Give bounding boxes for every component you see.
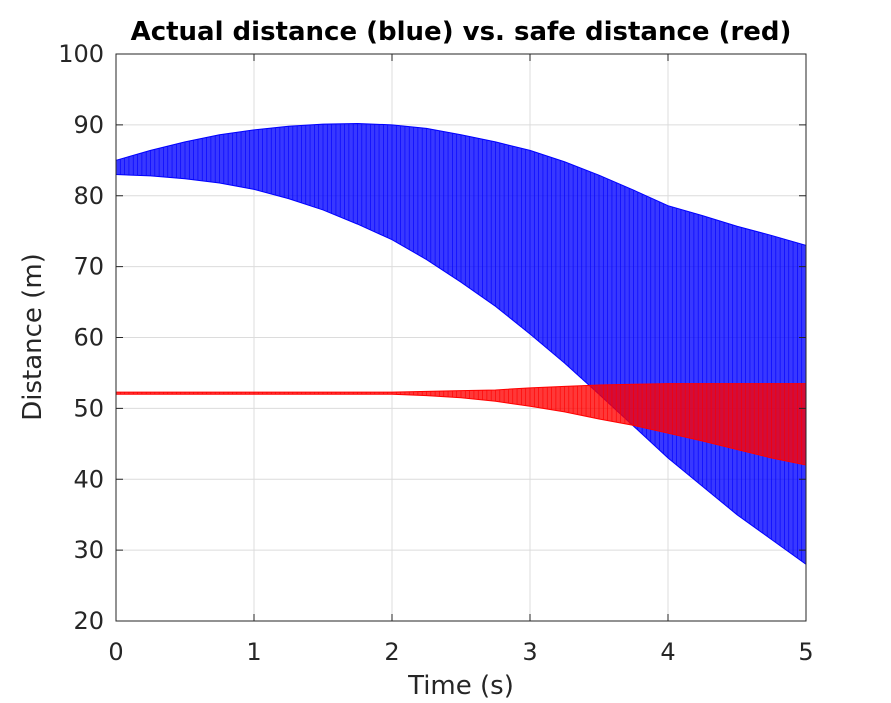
x-tick-label: 4 (660, 638, 675, 666)
x-tick-label: 1 (246, 638, 261, 666)
chart-title: Actual distance (blue) vs. safe distance… (131, 17, 792, 47)
y-tick-label: 90 (73, 111, 104, 139)
x-axis-label: Time (s) (407, 671, 514, 701)
y-tick-label: 40 (73, 465, 104, 493)
y-tick-label: 80 (73, 182, 104, 210)
series-layer (115, 122, 807, 566)
x-tick-label: 3 (522, 638, 537, 666)
y-tick-label: 50 (73, 394, 104, 422)
series-band-0 (115, 122, 807, 566)
y-tick-label: 60 (73, 324, 104, 352)
series-hatch-1 (115, 383, 807, 466)
x-tick-label: 0 (108, 638, 123, 666)
y-tick-label: 20 (73, 607, 104, 635)
x-tick-label: 5 (798, 638, 813, 666)
y-tick-label: 30 (73, 536, 104, 564)
x-tick-label: 2 (384, 638, 399, 666)
series-hatch-0 (115, 123, 807, 565)
y-tick-label: 70 (73, 253, 104, 281)
y-tick-label: 100 (58, 40, 104, 68)
series-band-1 (115, 383, 807, 466)
y-axis-label: Distance (m) (18, 253, 48, 421)
ticks: 0 1 2 3 4 5 20 30 40 50 60 70 80 90 100 (58, 40, 813, 666)
